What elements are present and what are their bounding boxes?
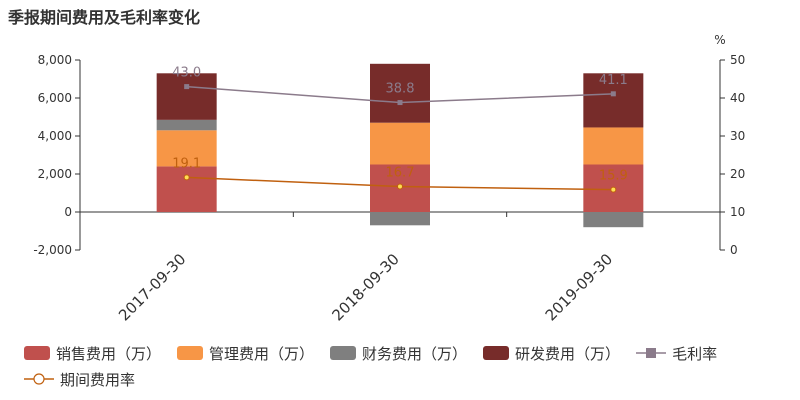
y-right-tick-label: 0 xyxy=(730,243,738,257)
y-left-tick-label: 6,000 xyxy=(38,91,72,105)
y-left-tick-label: -2,000 xyxy=(33,243,72,257)
legend-item[interactable]: 管理费用（万） xyxy=(177,344,315,363)
legend-item[interactable]: 销售费用（万） xyxy=(24,344,162,363)
data-label: 43.0 xyxy=(172,66,201,81)
line-point xyxy=(610,91,616,97)
x-tick-label: 2019-09-30 xyxy=(542,250,616,324)
y-right-tick-label: 20 xyxy=(730,167,745,181)
data-label: 41.1 xyxy=(599,73,628,88)
legend-swatch xyxy=(24,373,54,385)
line-point xyxy=(397,183,403,190)
legend-label: 销售费用（万） xyxy=(56,344,162,363)
legend-label: 研发费用（万） xyxy=(515,344,621,363)
y-right-tick-label: 10 xyxy=(730,205,745,219)
y-left-tick-label: 2,000 xyxy=(38,167,72,181)
legend-swatch xyxy=(177,346,204,360)
legend-swatch xyxy=(483,346,510,360)
legend-swatch xyxy=(24,346,50,360)
x-tick-label: 2018-09-30 xyxy=(328,250,402,324)
legend-label: 毛利率 xyxy=(672,344,718,363)
legend-label: 期间费用率 xyxy=(60,370,136,389)
legend: 销售费用（万） 管理费用（万） 财务费用（万） 研发费用（万） 毛利率期间费用率 xyxy=(24,344,794,389)
legend-label: 财务费用（万） xyxy=(362,344,468,363)
y-right-tick-label: 30 xyxy=(730,129,745,143)
y-left-tick-label: 0 xyxy=(64,205,72,219)
bar-segment xyxy=(156,73,217,120)
y-right-tick-label: 40 xyxy=(730,91,745,105)
data-label: 38.8 xyxy=(386,82,415,97)
bar-segment xyxy=(370,212,430,226)
legend-item[interactable]: 毛利率 xyxy=(636,344,718,363)
bar-segment xyxy=(370,63,430,123)
chart-title: 季报期间费用及毛利率变化 xyxy=(8,8,201,27)
bar-segment xyxy=(583,73,644,128)
bar-segment xyxy=(156,119,217,131)
bar-segment xyxy=(370,122,430,165)
line-point xyxy=(183,174,190,181)
data-label: 15.9 xyxy=(599,169,628,184)
legend-item[interactable]: 研发费用（万） xyxy=(483,344,621,363)
chart-canvas: -2,000 0 2,000 4,000 6,000 8,000 0 10 20 30 40 50% 4… xyxy=(33,33,745,324)
legend-swatch xyxy=(330,346,357,360)
bar-segment xyxy=(583,127,644,165)
legend-swatch xyxy=(636,348,667,358)
y-right-unit-label: % xyxy=(714,33,725,47)
data-label: 19.1 xyxy=(172,156,201,171)
line-point xyxy=(397,100,403,106)
line-point xyxy=(610,186,617,193)
legend-label: 管理费用（万） xyxy=(209,344,315,363)
y-left-tick-label: 8,000 xyxy=(38,53,72,67)
y-right-tick-label: 50 xyxy=(730,53,745,67)
bar-segment xyxy=(156,166,217,212)
data-label: 16.7 xyxy=(386,166,415,181)
line-point xyxy=(184,84,190,90)
y-left-tick-label: 4,000 xyxy=(38,129,72,143)
legend-item[interactable]: 财务费用（万） xyxy=(330,344,468,363)
bar-segment xyxy=(583,212,644,228)
legend-item[interactable]: 期间费用率 xyxy=(24,370,136,389)
x-tick-label: 2017-09-30 xyxy=(115,250,189,324)
bar-segment xyxy=(156,130,217,167)
